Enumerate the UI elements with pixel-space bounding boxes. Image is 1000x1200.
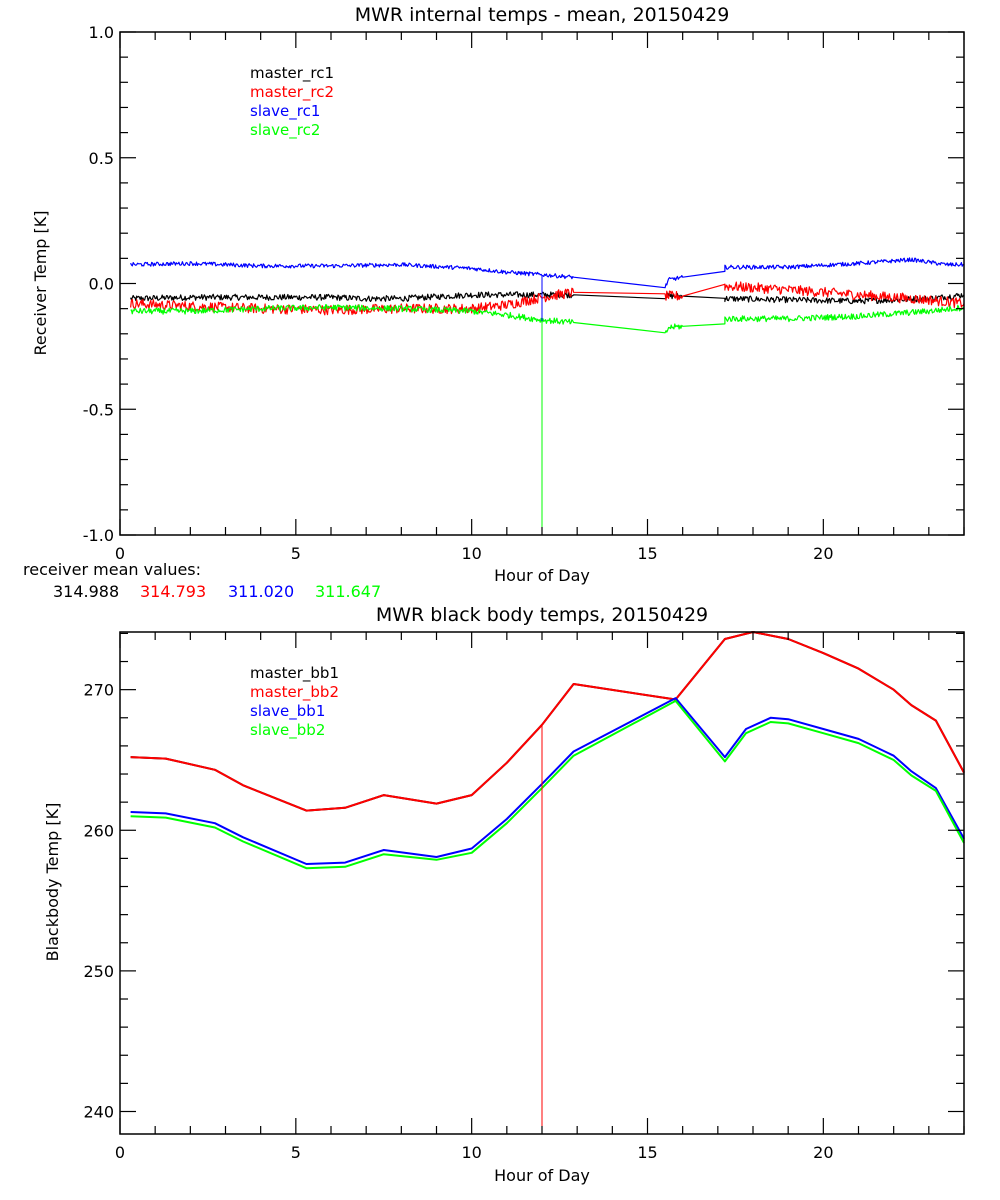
receiver-mean-value-master-rc1: 314.988	[53, 582, 119, 601]
receiver-y-tick-label: -0.5	[83, 400, 114, 419]
legend-master-rc1: master_rc1	[250, 64, 334, 83]
blackbody-x-tick-label: 20	[813, 1143, 833, 1162]
blackbody-x-axis-label: Hour of Day	[494, 1166, 590, 1185]
blackbody-legend: master_bb1 master_bb2 slave_bb1 slave_bb…	[250, 664, 339, 740]
legend-slave-rc2: slave_rc2	[250, 121, 320, 140]
blackbody-chart-title: MWR black body temps, 20150429	[376, 604, 708, 626]
receiver-x-tick-label: 10	[461, 544, 481, 563]
blackbody-y-tick-label: 260	[83, 821, 114, 840]
receiver-mean-value-slave-rc2: 311.647	[315, 582, 381, 601]
receiver-x-tick-label: 20	[813, 544, 833, 563]
blackbody-temps-panel: MWR black body temps, 20150429 0 5 10 15 20 2…	[43, 604, 965, 1185]
receiver-series-slave-rc1	[130, 257, 964, 289]
blackbody-x-tick-label: 5	[291, 1143, 301, 1162]
receiver-series-group	[130, 257, 965, 535]
receiver-axes: 0 5 10 15 20 -1.0 -0.5 0.0 0.5 1.0	[83, 23, 965, 563]
receiver-series-master-rc1	[130, 291, 965, 305]
legend-master-bb1: master_bb1	[250, 664, 339, 683]
blackbody-axes: 0 5 10 15 20 240 250 260 270	[83, 632, 965, 1162]
blackbody-y-tick-label: 240	[83, 1103, 114, 1122]
receiver-legend: master_rc1 master_rc2 slave_rc1 slave_rc…	[250, 64, 334, 140]
blackbody-series-slave-bb2	[130, 699, 965, 870]
blackbody-series-group	[130, 631, 965, 1134]
receiver-y-tick-label: 0.0	[89, 275, 114, 294]
blackbody-x-tick-label: 0	[115, 1143, 125, 1162]
receiver-y-tick-label: -1.0	[83, 526, 114, 545]
blackbody-series-master-bb2	[130, 631, 965, 812]
legend-slave-bb1: slave_bb1	[250, 702, 325, 721]
receiver-x-tick-label: 15	[637, 544, 657, 563]
receiver-y-tick-label: 0.5	[89, 149, 114, 168]
blackbody-x-tick-label: 10	[461, 1143, 481, 1162]
receiver-x-tick-label: 5	[291, 544, 301, 563]
receiver-y-tick-label: 1.0	[89, 23, 114, 42]
blackbody-y-tick-label: 250	[83, 962, 114, 981]
receiver-y-axis-label: Receiver Temp [K]	[31, 210, 50, 355]
legend-master-bb2: master_bb2	[250, 683, 339, 702]
legend-slave-bb2: slave_bb2	[250, 721, 325, 740]
receiver-temps-panel: MWR internal temps - mean, 20150429 0 5 10…	[23, 4, 965, 601]
receiver-x-tick-label: 0	[115, 544, 125, 563]
receiver-mean-label: receiver mean values:	[23, 560, 201, 579]
blackbody-x-tick-label: 15	[637, 1143, 657, 1162]
receiver-series-slave-rc2	[130, 304, 965, 334]
blackbody-y-axis-label: Blackbody Temp [K]	[43, 803, 62, 962]
legend-slave-rc1: slave_rc1	[250, 102, 320, 121]
receiver-mean-value-slave-rc1: 311.020	[228, 582, 294, 601]
receiver-x-axis-label: Hour of Day	[494, 566, 590, 585]
blackbody-series-slave-bb1	[130, 697, 965, 865]
receiver-mean-value-master-rc2: 314.793	[140, 582, 206, 601]
receiver-chart-title: MWR internal temps - mean, 20150429	[355, 4, 730, 26]
blackbody-y-tick-label: 270	[83, 681, 114, 700]
legend-master-rc2: master_rc2	[250, 83, 334, 102]
